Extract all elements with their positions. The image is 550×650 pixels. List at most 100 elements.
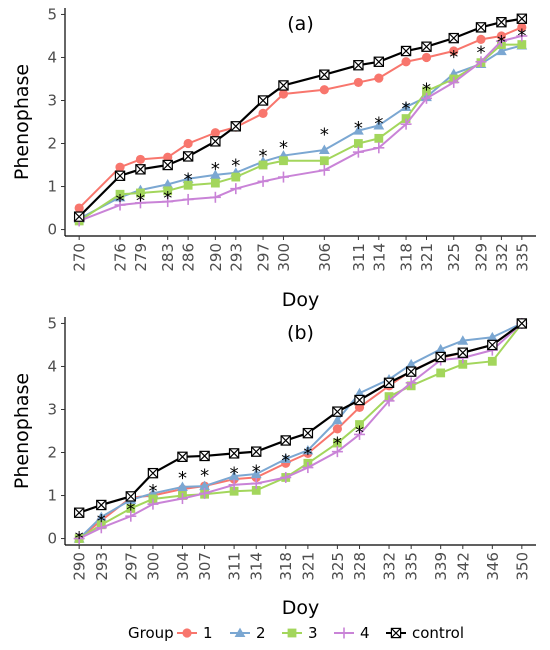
panel-b-series-control-point xyxy=(405,366,417,377)
panel-b-series-3-point-shape xyxy=(355,420,364,429)
panel-b-series-2-point xyxy=(95,511,107,522)
panel-a-x-tick-label: 325 xyxy=(445,243,463,272)
panel-a-series-1-point xyxy=(74,203,84,213)
panel-a-series-2-point xyxy=(182,173,194,183)
panel-a-series-1-point xyxy=(115,162,125,172)
panel-a-series-4-point xyxy=(209,191,221,203)
panel-b-series-2-point-shape xyxy=(405,358,417,369)
panel-b-series-3-point xyxy=(355,420,364,429)
panel-a-significance-star: * xyxy=(163,188,172,209)
legend-item-control-label: control xyxy=(412,624,464,642)
panel-a-series-control-point-shape-diag2 xyxy=(74,211,85,222)
panel-b-series-3-point-shape xyxy=(332,438,342,448)
panel-b-series-control-point-shape-diag2 xyxy=(302,428,313,439)
panel-b-significance-star: * xyxy=(126,499,135,520)
panel-b-series-2-point xyxy=(457,335,469,345)
panel-b-series-2-point xyxy=(228,470,240,481)
panel-b-x-tick-label: 328 xyxy=(351,552,369,581)
panel-a-series-2-point-shape xyxy=(400,101,412,111)
panel-a-series-4-point xyxy=(373,142,385,154)
panel-a-series-control-point xyxy=(400,45,412,57)
panel-a-series-control-point-shape-diag2 xyxy=(496,17,507,28)
panel-a-significance-star: * xyxy=(116,191,125,212)
panel-a-series-1-point xyxy=(258,108,268,118)
panel-b-x-tick-label: 350 xyxy=(513,552,531,581)
panel-a-significance-star: * xyxy=(184,170,193,191)
panel-a-significance-star: * xyxy=(497,32,506,53)
panel-b-series-control-point xyxy=(96,499,107,511)
panel-a-series-1-point-shape xyxy=(353,77,363,88)
panel-b-series-2-point-shape xyxy=(302,444,314,455)
panel-b-y-tick-label: 3 xyxy=(47,400,57,418)
panel-a-series-control-point-shape-diag2 xyxy=(516,13,527,24)
panel-a-series-4-point xyxy=(257,175,269,187)
panel-b-x-tick-label: 321 xyxy=(299,552,317,581)
panel-b-series-4-point xyxy=(73,533,85,545)
panel-b-series-2-point-shape xyxy=(280,453,292,464)
panel-a-significance-star: * xyxy=(422,79,431,100)
panel-a-series-4-point xyxy=(114,199,126,211)
panel-a-series-1-point xyxy=(210,128,220,138)
panel-a-significance-star: * xyxy=(354,118,363,139)
panel-b-series-4-point xyxy=(302,462,314,474)
panel-b-series-4-point xyxy=(125,510,137,522)
panel-a-series-1 xyxy=(74,22,527,213)
panel-a-series-3-point-shape xyxy=(401,114,411,123)
panel-b-x-tick-label: 297 xyxy=(122,552,140,581)
panel-a-series-control-point xyxy=(210,136,221,147)
panel-b-series-4-point xyxy=(250,477,262,489)
panel-a-series-3-point-shape xyxy=(183,180,193,190)
panel-a-x-tick-label: 318 xyxy=(398,243,416,272)
panel-a-series-control-point-shape-diag2 xyxy=(353,60,364,71)
panel-b-x-tick-label: 300 xyxy=(144,552,162,581)
panel-a-series-control-point-shape-diag2 xyxy=(115,170,126,181)
panel-a-x-tick-label: 321 xyxy=(418,243,436,272)
panel-a-series-control-point-shape-diag2 xyxy=(421,41,432,52)
panel-a-significance-star: * xyxy=(402,99,411,120)
panel-a-series-1-point xyxy=(135,154,146,165)
panel-a-significance-star: * xyxy=(136,190,145,211)
panel-b-series-control-point xyxy=(177,451,188,463)
panel-b-series-4-point xyxy=(354,428,366,440)
panel-a-series-1-point-shape xyxy=(135,154,146,165)
panel-b-x-tick-label: 314 xyxy=(248,552,266,581)
panel-a-series-control-point xyxy=(73,211,85,222)
panel-a-x-tick-label: 311 xyxy=(350,243,368,272)
panel-b-series-control-point-shape-diag2 xyxy=(280,435,291,446)
panel-b-x-tick-label: 332 xyxy=(381,552,399,581)
legend-item-4-marker xyxy=(338,627,350,639)
panel-a-significance-star: * xyxy=(374,114,383,135)
panel-b-x-tick-label: 293 xyxy=(93,552,111,581)
panel-b-x-tick-label: 304 xyxy=(174,552,192,581)
panel-b-series-3-point xyxy=(487,356,497,366)
panel-b-series-2-point-shape xyxy=(177,481,188,491)
panel-b-significance-star: * xyxy=(333,433,342,454)
panel-a-series-1-point xyxy=(449,46,459,56)
panel-b-series-control-point-shape-diag2 xyxy=(199,450,210,461)
legend-item-2: 2 xyxy=(230,624,266,642)
panel-a-series-control-point xyxy=(230,121,242,132)
panel-b-x-tick-label: 325 xyxy=(329,552,347,581)
panel-a-series-1-point xyxy=(353,77,363,88)
panel-b-series-4-point xyxy=(405,377,417,389)
panel-b-series-control-point-shape-diag2 xyxy=(177,451,188,462)
panel-b-series-control-point xyxy=(435,351,446,363)
panel-b-series-control-point-shape-diag2 xyxy=(251,446,262,457)
panel-b-significance-star: * xyxy=(252,461,261,482)
panel-b-series-2-point xyxy=(250,468,262,479)
panel-b-series-4-point xyxy=(176,493,188,505)
legend-item-4-label: 4 xyxy=(360,624,370,642)
panel-b-series-control-point-shape-diag2 xyxy=(435,351,446,363)
panel-a-series-1-point xyxy=(183,138,193,149)
panel-a-series-2-line xyxy=(78,44,523,220)
panel-a-series-4 xyxy=(73,30,528,227)
panel-b-series-3-point-shape xyxy=(126,504,136,513)
panel-a-series-2-point xyxy=(318,144,330,155)
panel-a-series-3-point-shape xyxy=(374,133,384,143)
panel-a-x-tick-label: 297 xyxy=(255,243,273,272)
panel-b-series-2-point xyxy=(486,331,498,342)
panel-b-series-3-point xyxy=(458,359,468,369)
panel-a-y-tick-label: 0 xyxy=(47,221,57,239)
panel-a-x-tick-label: 306 xyxy=(316,243,334,272)
